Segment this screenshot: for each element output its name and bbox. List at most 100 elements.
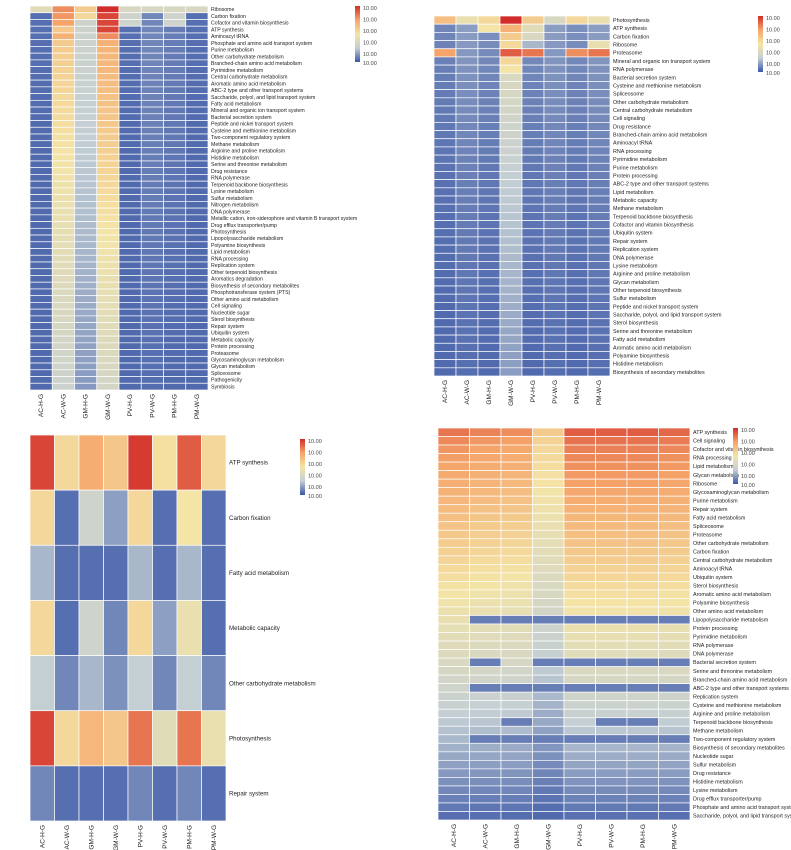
heatmap-cell <box>96 349 120 357</box>
heatmap-cell <box>469 436 502 446</box>
heatmap-cell <box>74 12 98 20</box>
heatmap-cell <box>433 32 457 41</box>
heatmap-cell <box>29 39 53 47</box>
heatmap-cell <box>140 342 164 350</box>
heatmap-cell <box>469 649 502 659</box>
heatmap-cell <box>176 765 202 822</box>
heatmap-cell <box>433 40 457 50</box>
heatmap-cell <box>118 342 142 350</box>
heatmap-cell <box>118 174 142 182</box>
heatmap-cell <box>201 544 227 601</box>
heatmap-cell <box>500 504 533 514</box>
heatmap-cell <box>532 598 565 608</box>
row-label: Fatty acid metabolism <box>613 337 666 343</box>
heatmap-cell <box>140 275 164 283</box>
heatmap-cell <box>563 436 596 446</box>
heatmap-cell <box>140 227 164 236</box>
heatmap-cell <box>658 700 691 710</box>
heatmap-cell <box>163 160 187 169</box>
heatmap-cell <box>51 335 75 344</box>
heatmap-cell <box>595 521 628 531</box>
heatmap-cell <box>140 25 164 34</box>
heatmap-cell <box>455 89 479 99</box>
row-label: Repair system <box>613 239 648 245</box>
heatmap-cell <box>455 310 479 320</box>
heatmap-cell <box>96 5 120 14</box>
heatmap-cell <box>521 342 545 352</box>
color-scale-tick-label: 10.00 <box>363 18 377 24</box>
heatmap-cell <box>563 734 596 744</box>
row-label: Proteasome <box>613 51 642 57</box>
heatmap-cell <box>433 220 457 230</box>
heatmap-cell <box>455 97 479 107</box>
row-label: DNA polymerase <box>211 209 250 215</box>
heatmap-cell <box>51 5 75 14</box>
row-label: DNA polymerase <box>693 652 733 658</box>
heatmap-cell <box>521 261 545 270</box>
row-label: Cell signaling <box>693 439 725 445</box>
heatmap-cell <box>543 326 567 336</box>
heatmap-cell <box>469 555 502 565</box>
row-label: Mineral and organic ion transport system <box>613 59 711 65</box>
heatmap-cell <box>521 351 545 360</box>
heatmap-cell <box>595 708 628 719</box>
heatmap-cell <box>118 329 142 337</box>
heatmap-cell <box>437 589 470 599</box>
heatmap-cell <box>477 367 501 377</box>
heatmap-cell <box>437 794 470 804</box>
row-label: Sulfur metabolism <box>211 196 253 202</box>
heatmap-cell <box>626 572 659 582</box>
heatmap-cell <box>163 214 187 222</box>
heatmap-cell <box>477 48 501 58</box>
heatmap-cell <box>140 355 164 364</box>
heatmap-cell <box>54 600 80 656</box>
color-scale-tick-label: 10.00 <box>741 463 755 469</box>
column-label: PM-H-G <box>574 380 581 404</box>
heatmap-cell <box>51 329 75 337</box>
heatmap-cell <box>96 261 120 270</box>
heatmap-cell <box>500 649 533 659</box>
row-label: Sulfur metabolism <box>613 296 657 302</box>
heatmap-cell <box>477 56 501 66</box>
heatmap-cell <box>521 359 545 369</box>
heatmap-cell <box>500 700 533 710</box>
heatmap-cell <box>140 315 164 323</box>
heatmap-cell <box>455 162 479 172</box>
heatmap-cell <box>433 23 457 33</box>
heatmap-cell <box>469 529 502 540</box>
row-label: Proteasome <box>693 532 722 538</box>
color-scale-bar <box>300 439 305 495</box>
heatmap-cell <box>587 32 611 41</box>
heatmap-cell <box>587 252 611 262</box>
heatmap-cell <box>469 538 502 548</box>
heatmap-cell <box>521 277 545 287</box>
heatmap-cell <box>532 521 565 531</box>
heatmap-cell <box>96 93 120 101</box>
heatmap-cell <box>185 25 209 34</box>
heatmap-cell <box>74 369 98 377</box>
heatmap-cell <box>565 122 589 131</box>
heatmap-cell <box>565 261 589 270</box>
heatmap-cell <box>626 615 659 625</box>
color-scale-tick-label: 10.00 <box>766 28 780 34</box>
heatmap-cell <box>595 453 628 463</box>
heatmap-cell <box>658 453 691 463</box>
heatmap-cell <box>565 351 589 360</box>
heatmap-cell <box>563 691 596 702</box>
row-label: Metabolic capacity <box>229 625 281 632</box>
heatmap-cell <box>118 32 142 41</box>
heatmap-cell <box>565 277 589 287</box>
heatmap-cell <box>477 318 501 328</box>
row-label: Sulfur metabolism <box>693 763 737 769</box>
heatmap-cell <box>469 717 502 727</box>
heatmap-cell <box>521 285 545 295</box>
heatmap-cell <box>563 461 596 471</box>
heatmap-cell <box>163 86 187 94</box>
heatmap-cell <box>140 201 164 209</box>
heatmap-cell <box>51 201 75 209</box>
heatmap-cell <box>433 48 457 58</box>
heatmap-cell <box>587 81 611 90</box>
column-label: AC-H-G <box>442 380 449 403</box>
heatmap-cell <box>500 615 533 625</box>
heatmap-cell <box>140 329 164 337</box>
